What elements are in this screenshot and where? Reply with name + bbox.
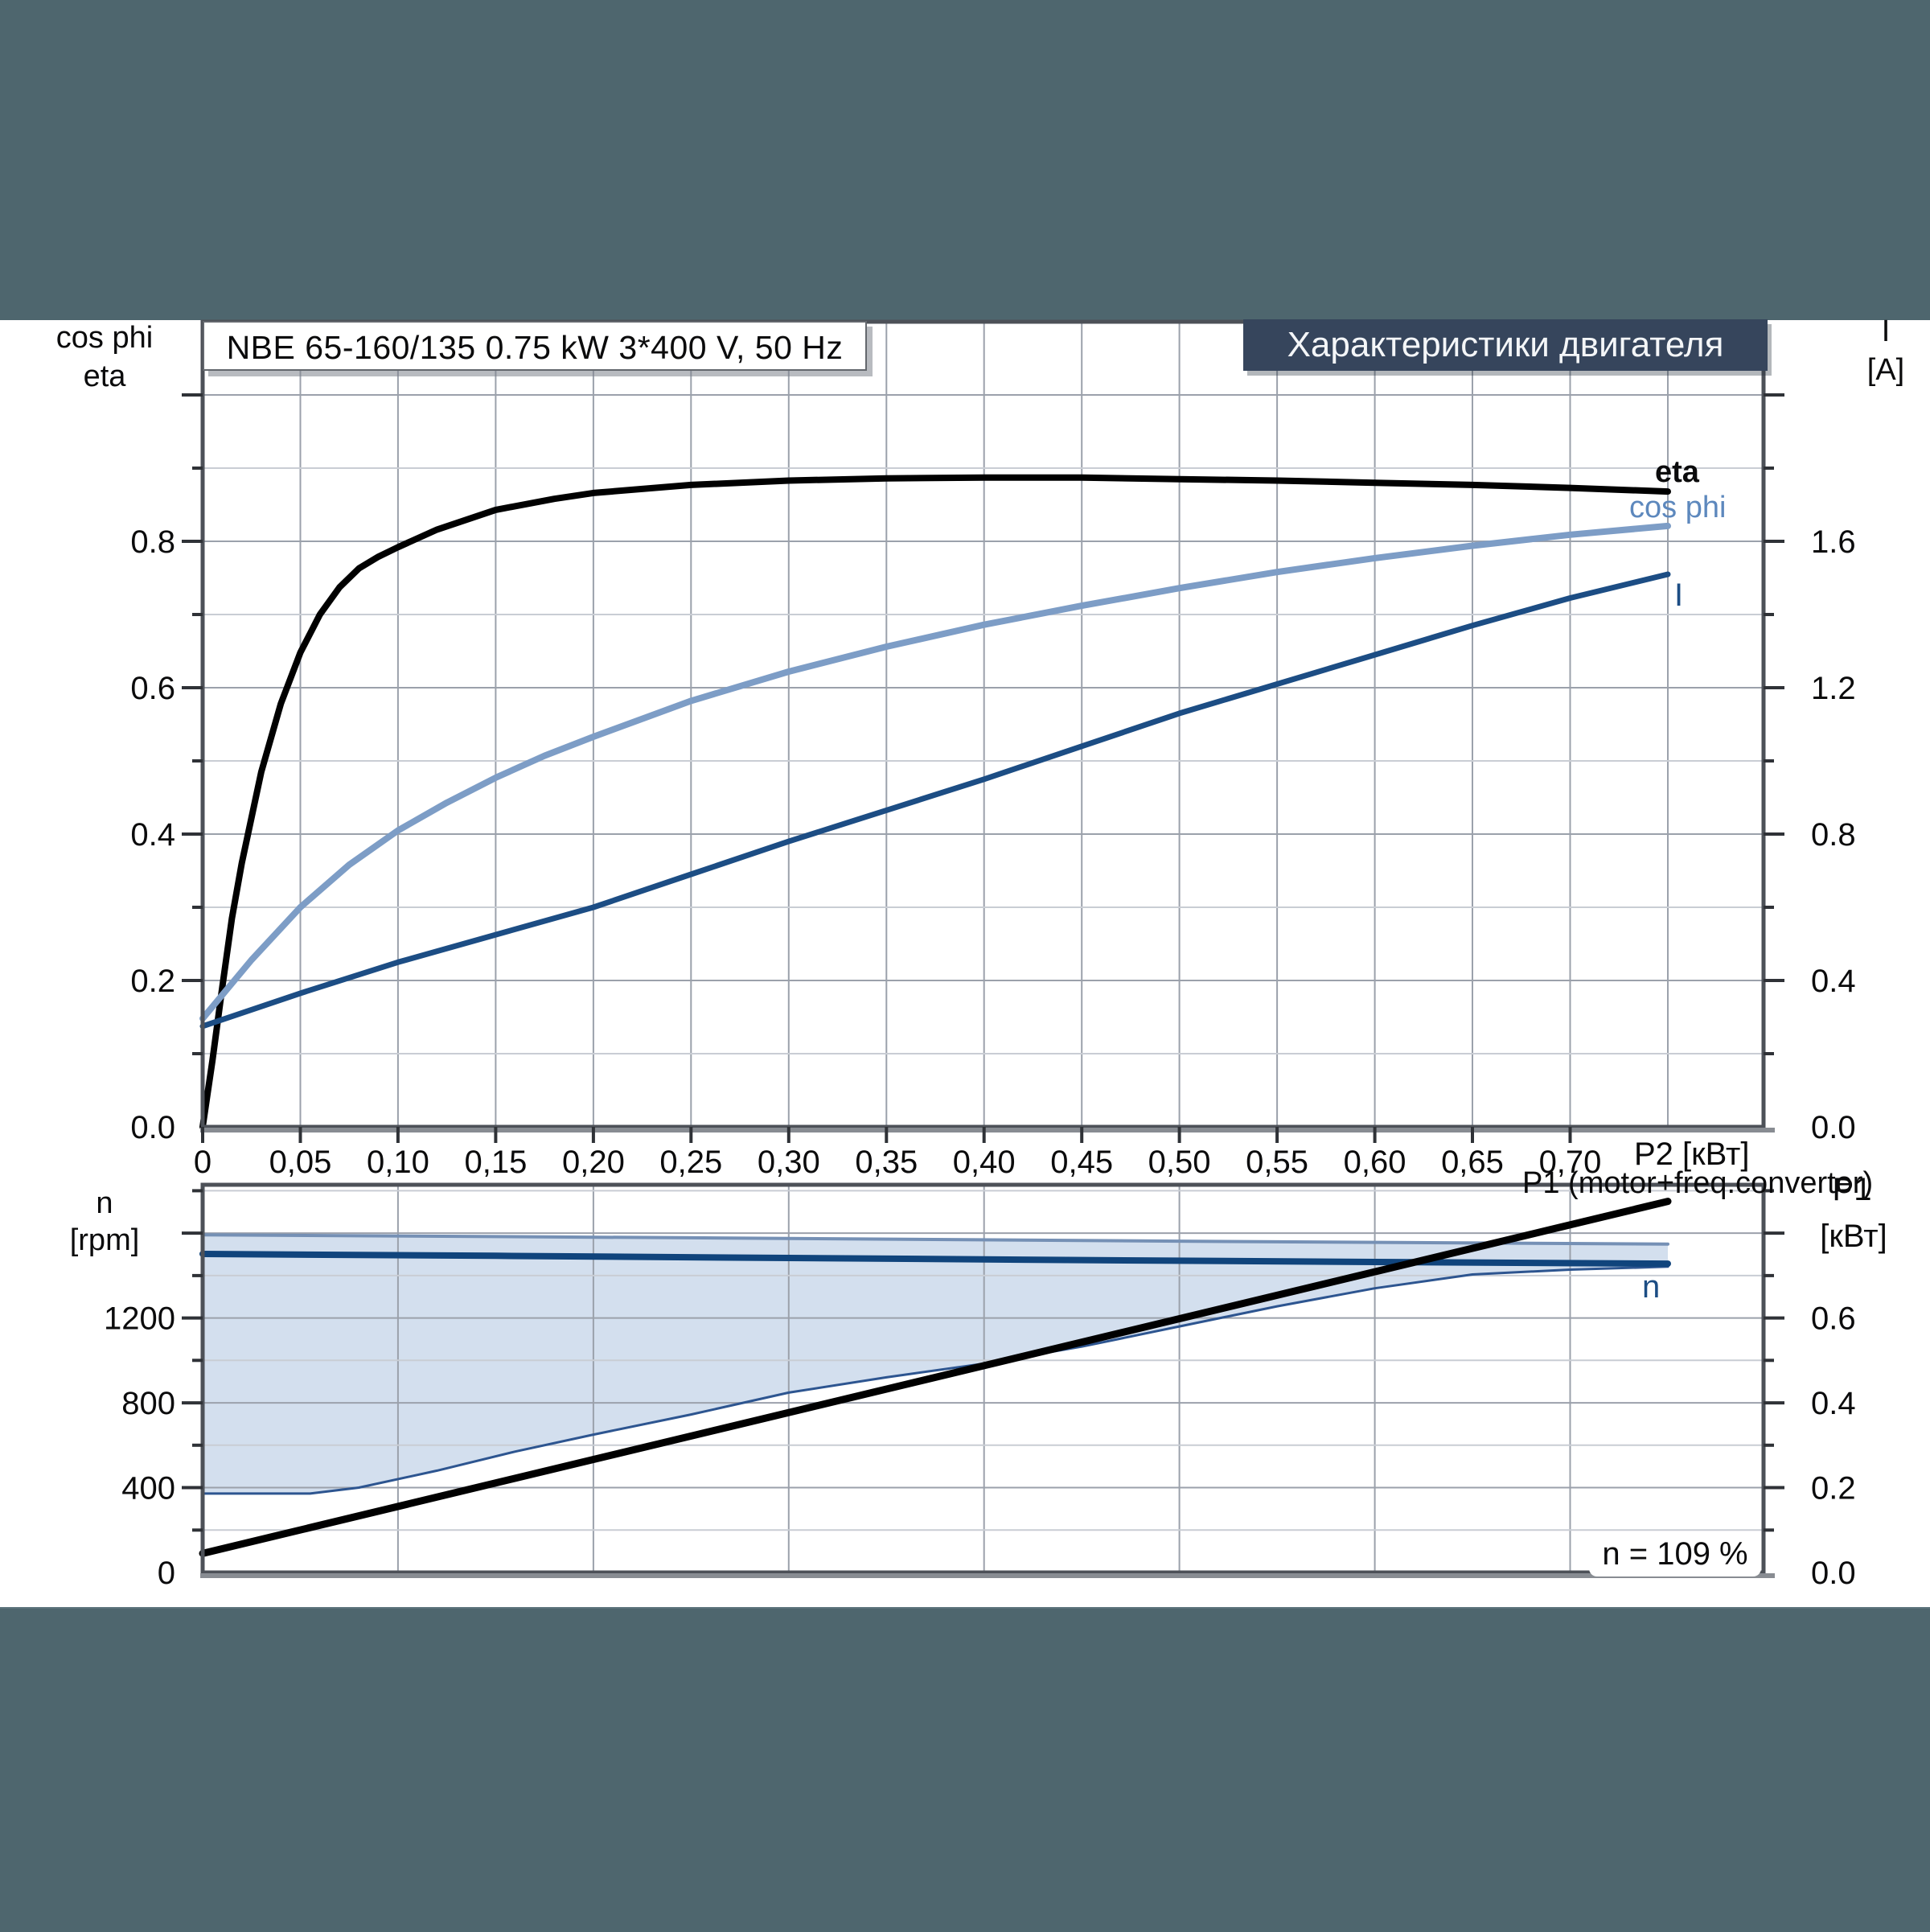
page-header-title: Характеристики двигателя	[1243, 319, 1768, 371]
current-curve-label: I	[1674, 578, 1684, 613]
x-tick-label: 0,05	[269, 1145, 332, 1180]
y-right-tick-label: 0.6	[1811, 1301, 1856, 1337]
y-left-tick-label: 0.2	[130, 964, 175, 999]
speed-curve-label: n	[1642, 1269, 1661, 1305]
x-axis-unit-label: P2 [кВт]	[1634, 1137, 1750, 1172]
y-left-tick-label: 0.0	[130, 1110, 175, 1145]
y-right-tick-label: 0.4	[1811, 1386, 1856, 1421]
x-tick-label: 0,15	[464, 1145, 527, 1180]
top-right-axis-unit-amps: [A]	[1866, 353, 1905, 387]
top-band	[0, 0, 1930, 320]
chart-frame	[200, 1182, 1766, 1575]
bottom-left-axis-unit-rpm: [rpm]	[69, 1223, 140, 1257]
cos-phi-curve	[199, 522, 1671, 1022]
y-left-tick-label: 400	[121, 1471, 175, 1507]
operating-range	[203, 1235, 1668, 1494]
eta-curve-label: eta	[1655, 455, 1699, 489]
p1-curve	[199, 1198, 1672, 1557]
bottom-right-axis-unit-kw: [кВт]	[1820, 1219, 1887, 1254]
x-tick-label: 0,30	[758, 1145, 820, 1180]
x-tick-label: 0	[194, 1145, 211, 1180]
eta-curve	[199, 474, 1671, 1130]
bottom-band	[0, 1607, 1930, 1932]
y-left-tick-label: 0.4	[130, 817, 175, 853]
x-tick-label: 0,40	[953, 1145, 1016, 1180]
top-left-axis-label-cos-phi: cos phi	[55, 321, 154, 355]
x-tick-label: 0,45	[1050, 1145, 1113, 1180]
speed-percent-annotation: n = 109 %	[1589, 1531, 1761, 1576]
x-tick-label: 0,55	[1246, 1145, 1308, 1180]
y-right-tick-label: 1.6	[1811, 524, 1856, 560]
y-right-tick-label: 0.0	[1811, 1110, 1856, 1145]
bottom-left-axis-label-speed: n	[96, 1186, 113, 1220]
chart-frame	[200, 319, 1766, 1129]
y-right-tick-label: 0.8	[1811, 817, 1856, 853]
operating-range-lower-border	[201, 1265, 1669, 1495]
y-right-tick-label: 1.2	[1811, 671, 1856, 706]
y-left-tick-label: 1200	[104, 1301, 175, 1337]
x-tick-label: 0,60	[1344, 1145, 1406, 1180]
y-right-tick-label: 0.0	[1811, 1556, 1856, 1591]
x-tick-label: 0,65	[1441, 1145, 1504, 1180]
p1-series-annotation: P1 (motor+freq.converter)	[1522, 1166, 1874, 1200]
y-left-tick-label: 0.8	[130, 524, 175, 560]
x-tick-label: 0,70	[1539, 1145, 1602, 1180]
pump-title-box: NBE 65-160/135 0.75 kW 3*400 V, 50 Hz	[203, 321, 867, 371]
y-left-tick-label: 0.6	[130, 671, 175, 706]
chart-speed-power-bottom: 0 400 800 1200 0.0 0.2 0.4 0.6	[104, 1182, 1856, 1591]
x-tick-label: 0,25	[659, 1145, 722, 1180]
top-left-axis-label-eta: eta	[83, 360, 126, 393]
chart-motor-top: 0.0 0.2 0.4 0.6 0.8 0.0 0.4 0.8 1.2 1.6 0 0,05 0,10 0…	[130, 319, 1856, 1180]
y-right-tick-label: 0.2	[1811, 1471, 1856, 1507]
current-curve	[199, 571, 1671, 1030]
cos-phi-curve-label: cos phi	[1629, 491, 1727, 524]
operating-range-upper-border	[201, 1233, 1669, 1246]
y-right-tick-label: 0.4	[1811, 964, 1856, 999]
y-left-tick-label: 800	[121, 1386, 175, 1421]
x-tick-label: 0,50	[1148, 1145, 1211, 1180]
x-tick-label: 0,35	[855, 1145, 918, 1180]
x-tick-label: 0,20	[562, 1145, 625, 1180]
bottom-right-axis-label-p1: P1	[1832, 1172, 1872, 1207]
top-right-axis-label-current: I	[1881, 314, 1891, 348]
x-tick-label: 0,10	[367, 1145, 429, 1180]
y-left-tick-label: 0	[158, 1556, 175, 1591]
